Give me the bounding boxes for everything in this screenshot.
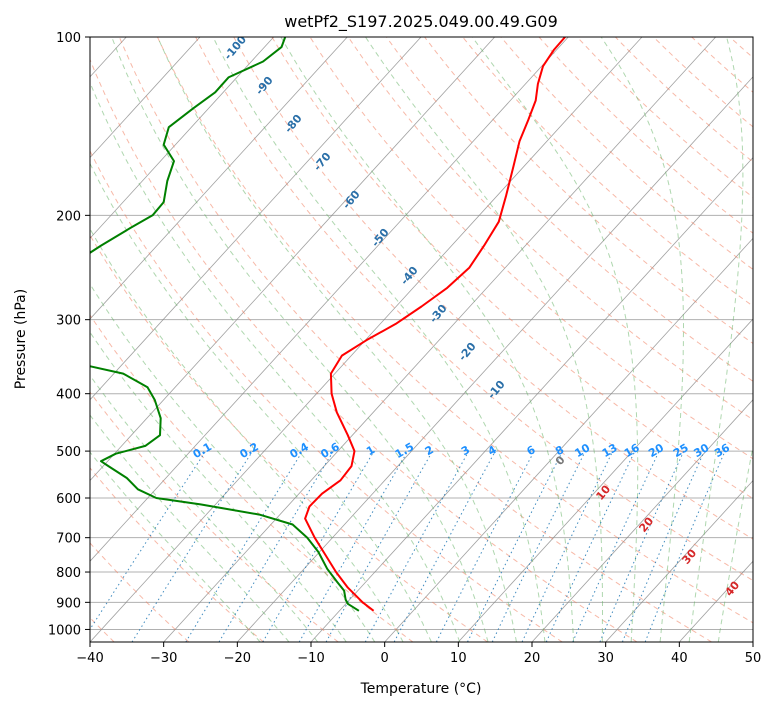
isotherm-line [385, 37, 775, 642]
y-tick-label: 600 [56, 492, 81, 507]
y-tick-label: 400 [56, 388, 81, 403]
moist-adiabat-line [11, 37, 403, 642]
dry-adiabat-label: -10 [485, 378, 508, 402]
dry-adiabat-line [577, 37, 775, 642]
moist-adiabat-line [158, 37, 517, 642]
mixing-ratio-line [82, 451, 206, 642]
isotherm-line [532, 37, 775, 642]
mixing-ratio-line [492, 451, 585, 642]
moist-adiabat-line [0, 37, 318, 642]
moist-adiabat-line [213, 37, 545, 642]
mixing-ratio-line [219, 451, 333, 642]
isotherm-line [458, 37, 775, 642]
dry-adiabat-line [0, 37, 264, 642]
mixing-ratio-label: 4 [486, 443, 499, 458]
isotherm-line [0, 37, 495, 642]
plot-frame [90, 37, 753, 642]
moist-adiabat-line [0, 37, 260, 642]
mixing-ratio-label: 25 [671, 441, 691, 460]
dry-adiabat-line [730, 37, 775, 642]
mixing-ratio-line [186, 451, 303, 642]
mixing-ratio-line [436, 451, 534, 642]
dry-adiabat-line [768, 37, 775, 642]
moist-adiabat-line [601, 37, 683, 642]
mixing-ratio-line [263, 451, 374, 642]
mixing-ratio-label: 0.2 [237, 440, 260, 461]
mixing-ratio-label: 10 [572, 441, 592, 460]
mixing-ratio-label: 1.5 [393, 440, 416, 461]
y-tick-label: 800 [56, 566, 81, 581]
y-tick-label: 700 [56, 532, 81, 547]
x-tick-label: −20 [224, 651, 251, 666]
dry-adiabat-line [272, 37, 775, 642]
mixing-ratio-label: 0.1 [191, 440, 214, 461]
mixing-ratio-line [600, 451, 684, 642]
mixing-ratio-line [468, 451, 563, 642]
dewpoint-profile-line [0, 37, 359, 611]
dry-adiabat-label: -30 [427, 302, 450, 326]
x-tick-label: −10 [297, 651, 324, 666]
x-axis-label: Temperature (°C) [360, 681, 482, 697]
dry-adiabat-label: -60 [340, 188, 363, 212]
x-tick-label: 0 [381, 651, 389, 666]
y-axis-label: Pressure (hPa) [13, 289, 29, 389]
moist-adiabat-label: 10 [593, 482, 613, 502]
x-tick-label: −40 [76, 651, 103, 666]
mixing-ratio-line [546, 451, 635, 642]
dry-adiabat-label: -40 [398, 264, 421, 288]
y-tick-label: 100 [56, 31, 81, 46]
x-tick-label: 50 [745, 651, 762, 666]
dry-adiabat-line [615, 37, 775, 642]
isotherm-line [164, 37, 716, 642]
x-tick-label: 30 [597, 651, 614, 666]
dry-adiabat-line [386, 37, 775, 642]
mixing-ratio-label: 30 [692, 441, 712, 460]
dry-adiabat-line [463, 37, 775, 642]
mixing-ratio-label: 6 [525, 443, 538, 458]
dry-adiabat-label: -20 [456, 340, 479, 364]
y-tick-label: 300 [56, 314, 81, 329]
dry-adiabat-line [81, 37, 637, 642]
dry-adiabat-line [539, 37, 775, 642]
moist-adiabat-line [281, 37, 574, 642]
dry-adiabat-line [425, 37, 775, 642]
y-tick-label: 200 [56, 209, 81, 224]
mixing-ratio-line [299, 451, 408, 642]
x-tick-label: −30 [150, 651, 177, 666]
isotherm-line [0, 37, 421, 642]
mixing-ratio-label: 13 [600, 441, 620, 460]
mixing-ratio-line [573, 451, 659, 642]
x-tick-label: 10 [450, 651, 467, 666]
chart-title: wetPf2_S197.2025.049.00.49.G09 [284, 12, 558, 32]
x-tick-label: 40 [671, 651, 688, 666]
dry-adiabat-label: -80 [282, 112, 305, 136]
dry-adiabat-label: -50 [369, 226, 392, 250]
y-tick-label: 500 [56, 445, 81, 460]
isotherm-line [753, 37, 775, 642]
x-tick-label: 20 [524, 651, 541, 666]
isotherm-line [0, 37, 200, 642]
moist-adiabat-line [40, 37, 432, 642]
dry-adiabat-line [119, 37, 711, 642]
y-tick-label: 1000 [48, 623, 81, 638]
mixing-ratio-line [645, 451, 725, 642]
mixing-ratio-label: 20 [646, 441, 666, 460]
dry-adiabat-line [0, 37, 413, 642]
dry-adiabat-line [158, 37, 775, 642]
dry-adiabat-line [654, 37, 775, 642]
y-tick-label: 900 [56, 596, 81, 611]
dry-adiabat-line [43, 37, 562, 642]
